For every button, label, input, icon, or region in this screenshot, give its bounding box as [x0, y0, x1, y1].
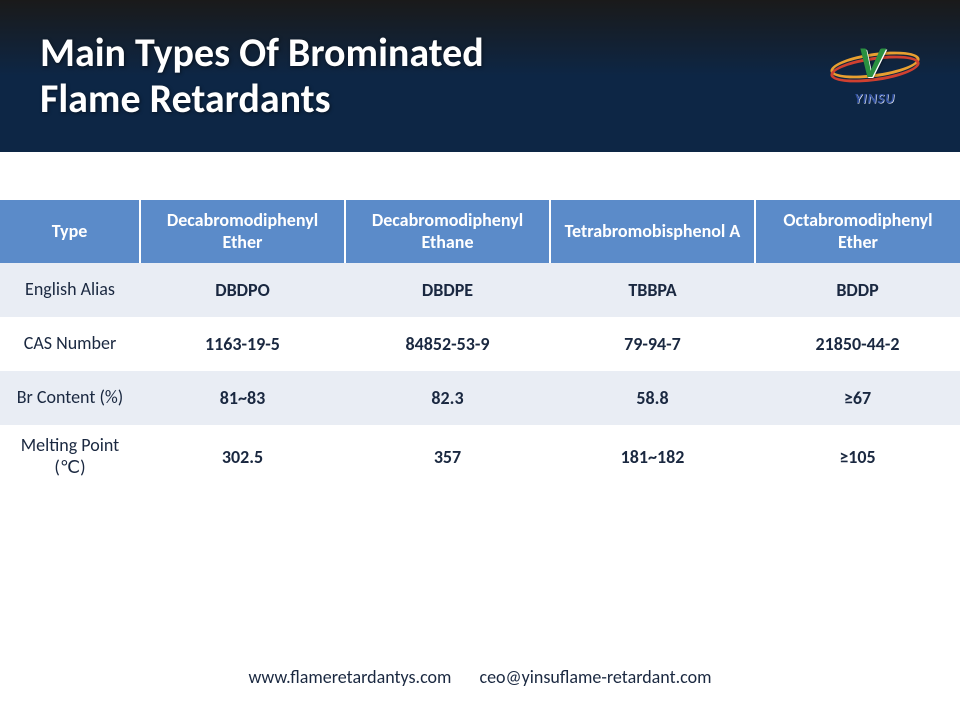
table-cell: TBBPA [550, 263, 755, 317]
col-header: Tetrabromobisphenol A [550, 200, 755, 263]
col-header: Decabromodiphenyl Ether [140, 200, 345, 263]
footer-website: www.flameretardantys.com [248, 666, 451, 688]
table-cell: 21850-44-2 [755, 317, 960, 371]
table-cell: 81~83 [140, 371, 345, 425]
table-container: YINSU Type Decabromodiphenyl Ether Decab… [0, 200, 960, 488]
title-line-1: Main Types Of Brominated [40, 28, 484, 77]
footer-email: ceo@yinsuflame-retardant.com [479, 666, 711, 688]
row-label: English Alias [0, 263, 140, 317]
col-header: Octabromodiphenyl Ether [755, 200, 960, 263]
table-cell: BDDP [755, 263, 960, 317]
table-cell: 1163-19-5 [140, 317, 345, 371]
table-row: Br Content (%) 81~83 82.3 58.8 ≥67 [0, 371, 960, 425]
table-cell: 181~182 [550, 425, 755, 488]
table-cell: 79-94-7 [550, 317, 755, 371]
row-label: CAS Number [0, 317, 140, 371]
company-logo: V YINSU [820, 40, 930, 110]
logo-mark: V [840, 43, 910, 88]
slide-title: Main Types Of Brominated Flame Retardant… [40, 30, 484, 122]
table-cell: DBDPO [140, 263, 345, 317]
logo-letter: V [858, 35, 884, 89]
row-label: Melting Point (℃) [0, 425, 140, 488]
table-cell: 302.5 [140, 425, 345, 488]
col-header-type: Type [0, 200, 140, 263]
logo-text: YINSU [855, 90, 896, 107]
table-cell: 357 [345, 425, 550, 488]
table-cell: 84852-53-9 [345, 317, 550, 371]
table-header-row: Type Decabromodiphenyl Ether Decabromodi… [0, 200, 960, 263]
table-row: Melting Point (℃) 302.5 357 181~182 ≥105 [0, 425, 960, 488]
table-row: English Alias DBDPO DBDPE TBBPA BDDP [0, 263, 960, 317]
table-row: CAS Number 1163-19-5 84852-53-9 79-94-7 … [0, 317, 960, 371]
row-label: Br Content (%) [0, 371, 140, 425]
slide-header: Main Types Of Brominated Flame Retardant… [0, 0, 960, 152]
slide-footer: www.flameretardantys.com ceo@yinsuflame-… [0, 666, 960, 688]
flame-retardant-table: Type Decabromodiphenyl Ether Decabromodi… [0, 200, 960, 488]
table-cell: DBDPE [345, 263, 550, 317]
title-line-2: Flame Retardants [40, 74, 331, 123]
table-cell: ≥67 [755, 371, 960, 425]
table-cell: 58.8 [550, 371, 755, 425]
col-header: Decabromodiphenyl Ethane [345, 200, 550, 263]
table-cell: ≥105 [755, 425, 960, 488]
table-cell: 82.3 [345, 371, 550, 425]
